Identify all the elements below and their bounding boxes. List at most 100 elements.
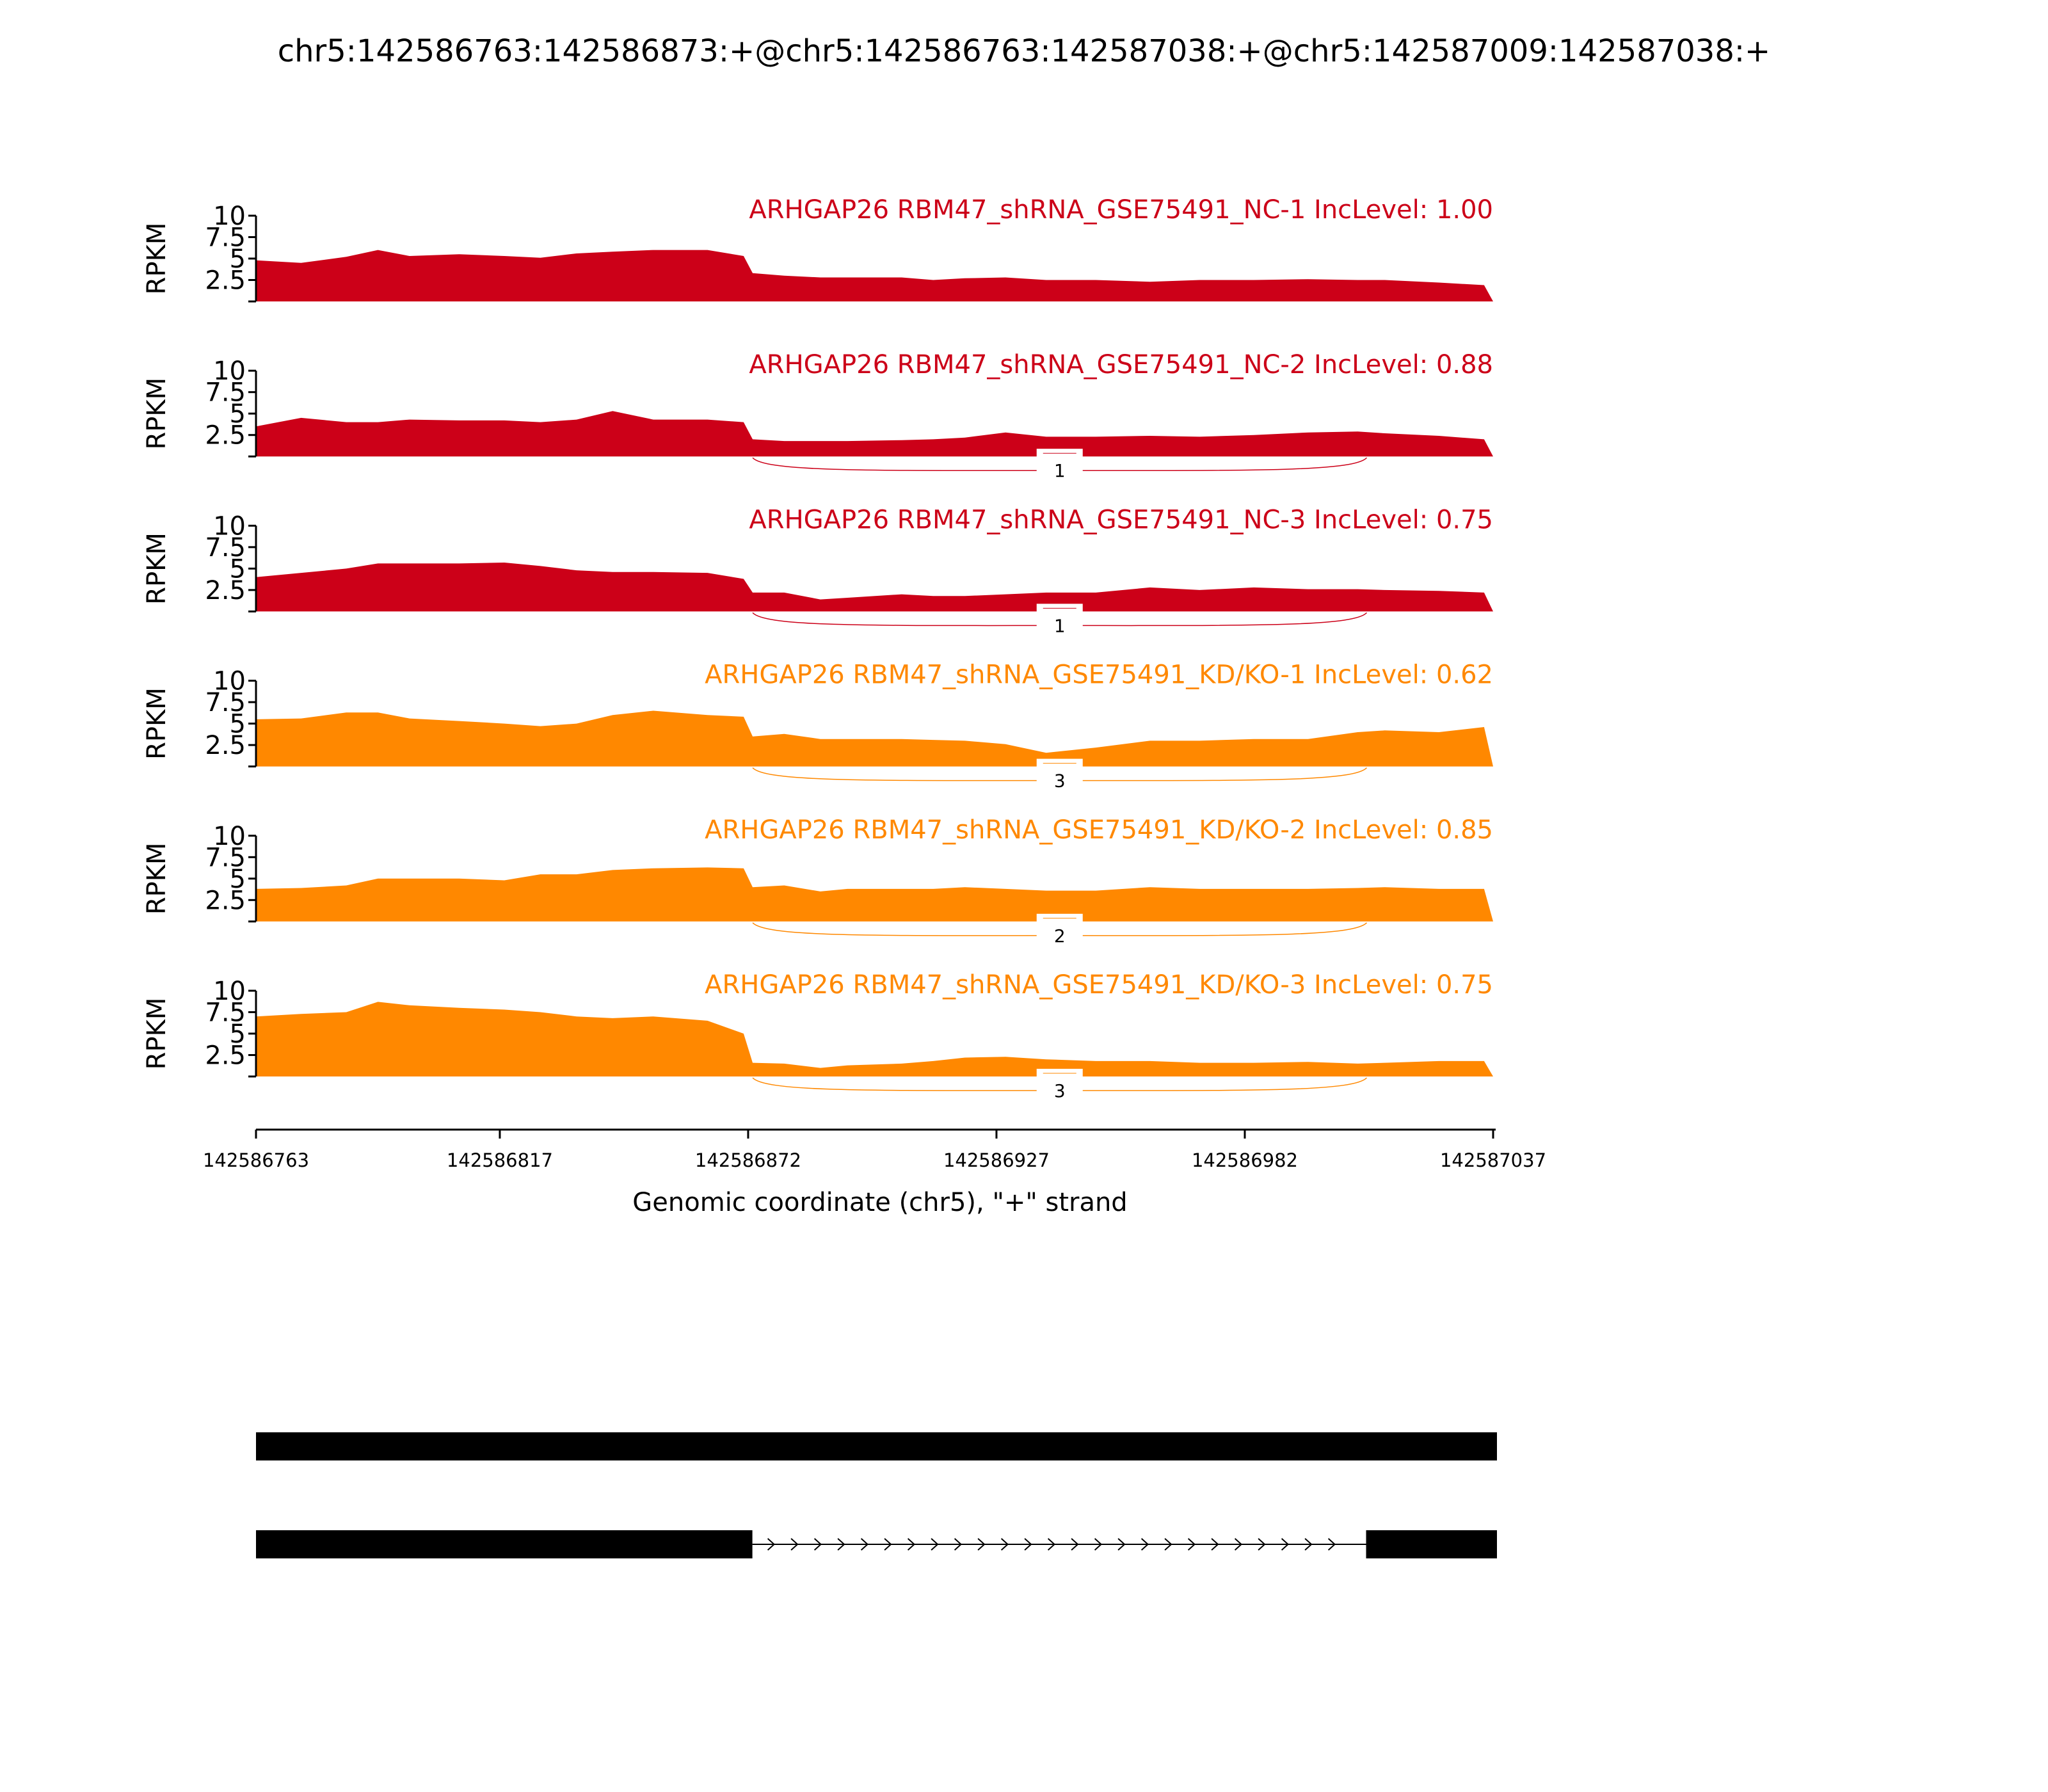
y-axis-label: RPKM: [142, 687, 172, 760]
strand-arrow-icon: [884, 1538, 892, 1551]
y-tick-label: 5: [230, 1020, 246, 1049]
junction-count-label: 1: [1054, 615, 1066, 636]
exon: [1366, 1530, 1497, 1558]
y-axis-label: RPKM: [142, 842, 172, 915]
y-axis-label: RPKM: [142, 378, 172, 450]
strand-arrow-icon: [1304, 1538, 1313, 1551]
y-tick-label: 2.5: [205, 576, 246, 605]
strand-arrow-icon: [1094, 1538, 1103, 1551]
y-tick-label: 7.5: [205, 688, 246, 717]
y-tick-label: 5: [230, 710, 246, 739]
strand-arrow-icon: [931, 1538, 939, 1551]
x-axis-label: Genomic coordinate (chr5), "+" strand: [632, 1188, 1127, 1217]
y-tick-label: 5: [230, 865, 246, 894]
junction-label-box: [1036, 1069, 1083, 1103]
coverage-area: [256, 563, 1493, 612]
y-tick-label: 10: [213, 822, 246, 851]
sample-label: ARHGAP26 RBM47_shRNA_GSE75491_NC-3 IncLe…: [749, 505, 1493, 534]
strand-arrow-icon: [837, 1538, 845, 1551]
y-tick-label: 5: [230, 554, 246, 584]
coverage-panel: 2.557.510 RPKM ARHGAP26 RBM47_shRNA_GSE754…: [142, 505, 1493, 639]
coverage-area: [256, 411, 1493, 457]
y-tick-label: 10: [213, 202, 246, 231]
strand-arrow-icon: [1234, 1538, 1243, 1551]
coverage-panel: 2.557.510 RPKM ARHGAP26 RBM47_shRNA_GSE754…: [142, 195, 1493, 303]
coverage-area: [256, 250, 1493, 301]
isoform: [256, 1432, 1497, 1460]
isoform: [256, 1530, 1497, 1558]
chart-title: chr5:142586763:142586873:+@chr5:14258676…: [278, 33, 1771, 69]
y-axis-label: RPKM: [142, 998, 172, 1070]
y-tick-label: 10: [213, 511, 246, 541]
coverage-area: [256, 1002, 1493, 1076]
y-tick-label: 7.5: [205, 998, 246, 1028]
strand-arrow-icon: [1140, 1538, 1149, 1551]
coverage-panel: 2.557.510 RPKM ARHGAP26 RBM47_shRNA_GSE754…: [142, 660, 1493, 794]
strand-arrow-icon: [1164, 1538, 1172, 1551]
y-tick-label: 2.5: [205, 421, 246, 451]
strand-arrow-icon: [860, 1538, 869, 1551]
junction-label-box: [1036, 449, 1083, 484]
junction-label-box: [1036, 913, 1083, 948]
sample-label: ARHGAP26 RBM47_shRNA_GSE75491_KD/KO-1 In…: [705, 660, 1493, 690]
coverage-area: [256, 867, 1493, 922]
y-tick-label: 7.5: [205, 223, 246, 253]
x-tick-label: 142586763: [203, 1149, 309, 1171]
y-tick-label: 7.5: [205, 378, 246, 408]
y-tick-label: 10: [213, 356, 246, 386]
strand-arrow-icon: [767, 1538, 776, 1551]
strand-arrow-icon: [1000, 1538, 1009, 1551]
junction-label-box: [1036, 758, 1083, 794]
strand-arrow-icon: [954, 1538, 963, 1551]
x-tick-label: 142586927: [943, 1149, 1050, 1171]
junction-count-label: 3: [1054, 771, 1066, 792]
x-tick-label: 142586872: [695, 1149, 801, 1171]
y-tick-label: 7.5: [205, 843, 246, 872]
x-axis: 142586763 142586817 142586872 142586927 1425…: [203, 1128, 1546, 1171]
strand-arrow-icon: [813, 1538, 822, 1551]
y-tick-label: 10: [213, 977, 246, 1006]
y-tick-label: 7.5: [205, 533, 246, 563]
strand-arrow-icon: [790, 1538, 799, 1551]
coverage-panel: 2.557.510 RPKM ARHGAP26 RBM47_shRNA_GSE754…: [142, 350, 1493, 484]
y-tick-label: 5: [230, 399, 246, 429]
gene-model: [256, 1432, 1497, 1558]
junction-count-label: 1: [1054, 460, 1066, 481]
x-tick-label: 142587037: [1440, 1149, 1546, 1171]
junction-label-box: [1036, 604, 1083, 639]
sample-label: ARHGAP26 RBM47_shRNA_GSE75491_KD/KO-2 In…: [705, 815, 1493, 845]
coverage-panel: 2.557.510 RPKM ARHGAP26 RBM47_shRNA_GSE754…: [142, 815, 1493, 948]
y-axis-label: RPKM: [142, 532, 172, 605]
coverage-panel: 2.557.510 RPKM ARHGAP26 RBM47_shRNA_GSE754…: [142, 970, 1493, 1103]
strand-arrow-icon: [1211, 1538, 1219, 1551]
exon: [256, 1432, 1497, 1460]
strand-arrow-icon: [1327, 1538, 1336, 1551]
sample-label: ARHGAP26 RBM47_shRNA_GSE75491_KD/KO-3 In…: [705, 970, 1493, 1000]
y-tick-label: 2.5: [205, 731, 246, 760]
sample-label: ARHGAP26 RBM47_shRNA_GSE75491_NC-2 IncLe…: [749, 350, 1493, 380]
strand-arrow-icon: [1187, 1538, 1196, 1551]
strand-arrow-icon: [1024, 1538, 1032, 1551]
y-tick-label: 2.5: [205, 886, 246, 915]
coverage-area: [256, 710, 1493, 767]
y-tick-label: 2.5: [205, 266, 246, 296]
y-axis-label: RPKM: [142, 223, 172, 295]
strand-arrow-icon: [1281, 1538, 1290, 1551]
x-tick-label: 142586982: [1192, 1149, 1298, 1171]
y-tick-label: 5: [230, 244, 246, 274]
y-tick-label: 10: [213, 667, 246, 696]
junction-count-label: 3: [1054, 1080, 1066, 1101]
strand-arrow-icon: [977, 1538, 986, 1551]
strand-arrow-icon: [907, 1538, 916, 1551]
junction-count-label: 2: [1054, 925, 1066, 947]
strand-arrow-icon: [1047, 1538, 1056, 1551]
strand-arrow-icon: [1258, 1538, 1266, 1551]
x-tick-label: 142586817: [447, 1149, 553, 1171]
strand-arrow-icon: [1117, 1538, 1126, 1551]
exon: [256, 1530, 753, 1558]
sample-label: ARHGAP26 RBM47_shRNA_GSE75491_NC-1 IncLe…: [749, 195, 1493, 225]
y-tick-label: 2.5: [205, 1041, 246, 1071]
strand-arrow-icon: [1071, 1538, 1079, 1551]
